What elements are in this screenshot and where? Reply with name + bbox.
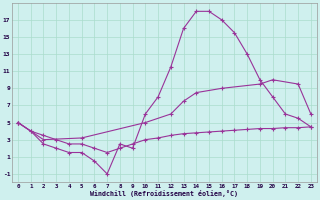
X-axis label: Windchill (Refroidissement éolien,°C): Windchill (Refroidissement éolien,°C) — [91, 190, 238, 197]
